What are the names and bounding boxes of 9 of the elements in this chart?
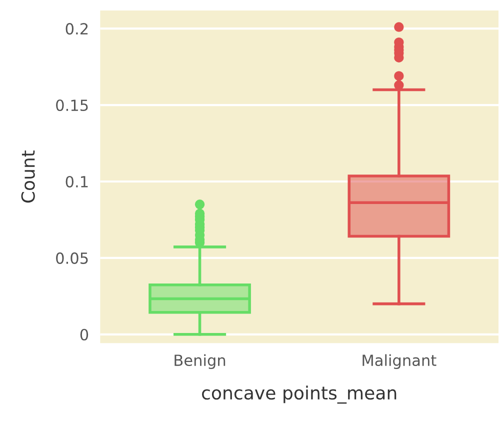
y-axis-title: Count — [21, 150, 35, 203]
y-tick-label: 0.15 — [56, 99, 88, 112]
y-tick-label: 0.2 — [66, 23, 88, 35]
x-tick-label: Benign — [174, 354, 226, 370]
y-tick-label: 0 — [80, 328, 88, 340]
y-tick-label: 0.1 — [66, 176, 88, 188]
y-tick-label: 0.05 — [56, 252, 88, 264]
x-axis-title: concave points_mean — [202, 386, 396, 404]
x-tick-label: Malignant — [362, 354, 436, 370]
